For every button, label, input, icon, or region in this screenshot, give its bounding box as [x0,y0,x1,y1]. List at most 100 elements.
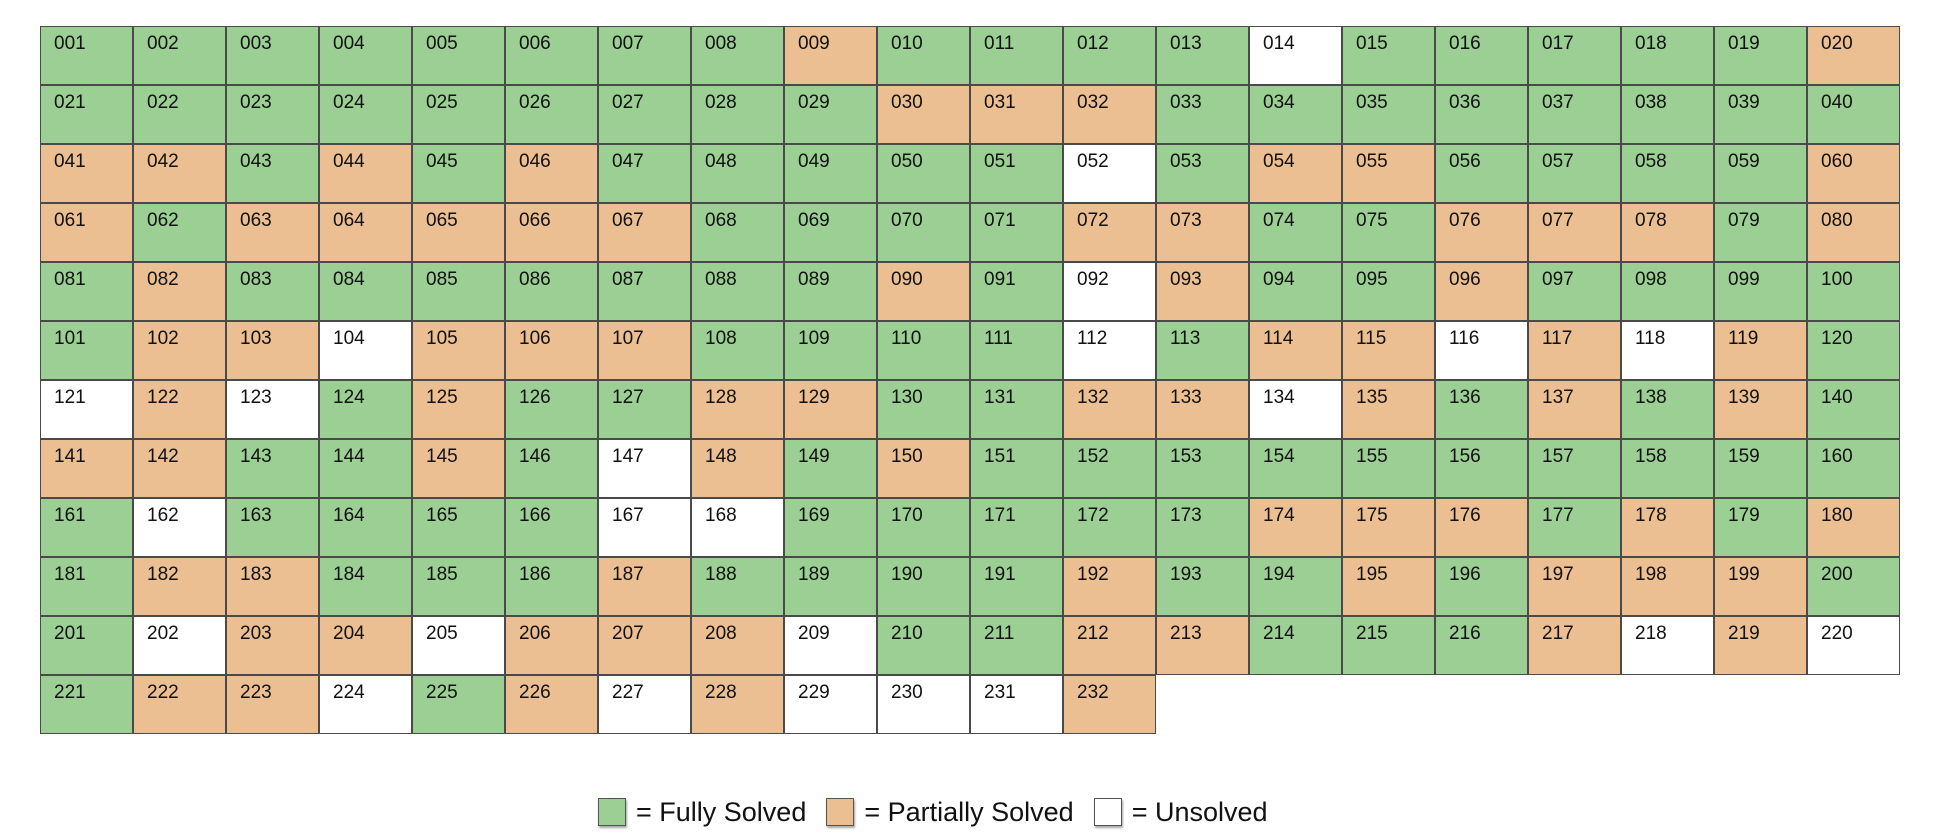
cell-number: 017 [1542,33,1574,54]
grid-cell: 008 [691,26,784,85]
cell-number: 150 [891,446,923,467]
cell-number: 115 [1356,328,1387,349]
grid-cell: 067 [598,203,691,262]
grid-cell: 195 [1342,557,1435,616]
cell-number: 193 [1170,564,1202,585]
cell-number: 135 [1356,387,1388,408]
cell-number: 171 [984,505,1016,526]
grid-cell: 175 [1342,498,1435,557]
cell-number: 208 [705,623,737,644]
grid-cell: 138 [1621,380,1714,439]
cell-number: 119 [1728,328,1759,349]
cell-number: 068 [705,210,737,231]
cell-number: 107 [612,328,644,349]
grid-cell: 215 [1342,616,1435,675]
grid-cell: 196 [1435,557,1528,616]
cell-number: 216 [1449,623,1481,644]
cell-number: 030 [891,92,923,113]
cell-number: 222 [147,682,179,703]
cell-number: 044 [333,151,365,172]
cell-number: 110 [891,328,922,349]
grid-cell: 015 [1342,26,1435,85]
cell-number: 159 [1728,446,1760,467]
grid-cell: 018 [1621,26,1714,85]
cell-number: 215 [1356,623,1388,644]
grid-cell: 047 [598,144,691,203]
cell-number: 067 [612,210,644,231]
grid-cell: 157 [1528,439,1621,498]
cell-number: 093 [1170,269,1202,290]
grid-cell: 191 [970,557,1063,616]
cell-number: 027 [612,92,644,113]
cell-number: 003 [240,33,272,54]
grid-cell: 203 [226,616,319,675]
cell-number: 109 [798,328,830,349]
grid-cell: 050 [877,144,970,203]
grid-cell: 139 [1714,380,1807,439]
grid-cell: 044 [319,144,412,203]
grid-cell: 205 [412,616,505,675]
grid-cell: 227 [598,675,691,734]
grid-cell: 019 [1714,26,1807,85]
cell-number: 188 [705,564,737,585]
cell-number: 032 [1077,92,1109,113]
cell-number: 153 [1170,446,1202,467]
grid-cell: 005 [412,26,505,85]
cell-number: 132 [1077,387,1109,408]
grid-cell: 164 [319,498,412,557]
grid-cell: 062 [133,203,226,262]
cell-number: 154 [1263,446,1295,467]
cell-number: 005 [426,33,458,54]
cell-number: 122 [147,387,179,408]
grid-cell: 149 [784,439,877,498]
grid-cell: 039 [1714,85,1807,144]
grid-cell: 101 [40,321,133,380]
cell-number: 145 [426,446,458,467]
cell-number: 034 [1263,92,1295,113]
legend: = Fully Solved = Partially Solved = Unso… [598,797,1288,827]
grid-cell: 034 [1249,85,1342,144]
cell-number: 206 [519,623,551,644]
cell-number: 175 [1356,505,1388,526]
grid-cell: 123 [226,380,319,439]
grid-cell: 186 [505,557,598,616]
grid-cell: 113 [1156,321,1249,380]
grid-cell: 043 [226,144,319,203]
grid-cell: 073 [1156,203,1249,262]
grid-cell: 150 [877,439,970,498]
grid-cell: 151 [970,439,1063,498]
grid-cell: 155 [1342,439,1435,498]
grid-cell: 189 [784,557,877,616]
cell-number: 156 [1449,446,1481,467]
grid-cell: 086 [505,262,598,321]
grid-cell: 046 [505,144,598,203]
cell-number: 038 [1635,92,1667,113]
cell-number: 071 [984,210,1016,231]
cell-number: 181 [54,564,86,585]
grid-cell: 117 [1528,321,1621,380]
cell-number: 024 [333,92,365,113]
grid-cell: 114 [1249,321,1342,380]
grid-cell: 183 [226,557,319,616]
cell-number: 138 [1635,387,1667,408]
grid-cell: 088 [691,262,784,321]
grid-cell: 126 [505,380,598,439]
cell-number: 099 [1728,269,1760,290]
grid-cell: 228 [691,675,784,734]
grid-cell: 083 [226,262,319,321]
cell-number: 185 [426,564,458,585]
cell-number: 184 [333,564,365,585]
grid-cell: 107 [598,321,691,380]
cell-number: 179 [1728,505,1760,526]
grid-cell: 134 [1249,380,1342,439]
cell-number: 125 [426,387,458,408]
grid-cell: 197 [1528,557,1621,616]
grid-cell: 106 [505,321,598,380]
grid-cell: 120 [1807,321,1900,380]
grid-cell: 099 [1714,262,1807,321]
cell-number: 167 [612,505,644,526]
grid-cell: 179 [1714,498,1807,557]
grid-cell: 152 [1063,439,1156,498]
cell-number: 228 [705,682,737,703]
grid-cell: 069 [784,203,877,262]
